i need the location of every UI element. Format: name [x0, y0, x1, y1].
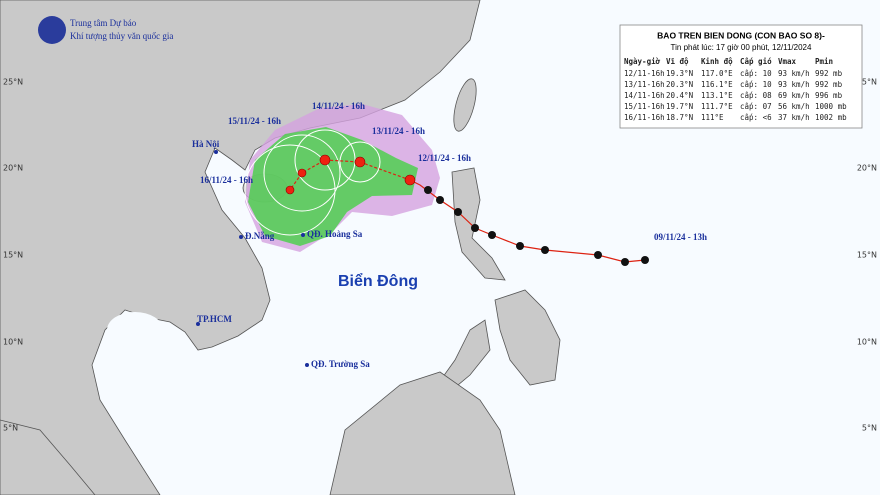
table-cell: 116.1°E [701, 80, 733, 89]
place-label: QĐ. Trường Sa [311, 359, 370, 369]
table-cell: 12/11-16h [624, 69, 665, 78]
logo-icon [38, 16, 66, 44]
table-cell: 69 km/h [778, 91, 810, 100]
track-label: 09/11/24 - 13h [654, 232, 707, 242]
table-header: Ngày-giờ [624, 57, 661, 66]
lat-label: 5°N [3, 424, 18, 433]
lat-label: 5°N [862, 424, 877, 433]
table-cell: 117.0°E [701, 69, 733, 78]
place-label: TP.HCM [197, 314, 232, 324]
place-label: QĐ. Hoàng Sa [307, 229, 363, 239]
table-cell: cấp: 10 [740, 69, 772, 78]
sea-label: Biển Đông [338, 272, 418, 290]
table-cell: 996 mb [815, 91, 843, 100]
table-cell: 1000 mb [815, 102, 847, 111]
table-cell: 14/11-16h [624, 91, 665, 100]
table-cell: 16/11-16h [624, 113, 665, 122]
place-dots [196, 150, 309, 367]
info-subtitle: Tin phát lúc: 17 giờ 00 phút, 12/11/2024 [671, 43, 812, 52]
table-cell: 20.4°N [666, 91, 693, 100]
lat-label: 25°N [857, 78, 877, 87]
table-header: Cấp gió [740, 57, 772, 66]
table-cell: 1002 mb [815, 113, 847, 122]
track-label: 16/11/24 - 16h [200, 175, 253, 185]
place-label: Đ.Nẵng [245, 231, 275, 241]
danger-zone [248, 127, 418, 246]
table-cell: 113.1°E [701, 91, 733, 100]
table-header: Vĩ độ [666, 57, 689, 66]
place-label: Hà Nội [192, 139, 220, 149]
table-cell: 111.7°E [701, 102, 733, 111]
logo-text: Trung tâm Dự báo [70, 18, 137, 28]
uncertainty-circles [244, 129, 381, 236]
table-cell: 13/11-16h [624, 80, 665, 89]
forecast-positions [285, 154, 416, 195]
info-background [619, 24, 863, 129]
forecast-track [289, 159, 411, 191]
past-positions [424, 186, 649, 266]
logo-text: Khí tượng thủy văn quốc gia [70, 31, 173, 41]
table-cell: 15/11-16h [624, 102, 665, 111]
lat-label: 10°N [3, 338, 23, 347]
gulf-of-thailand [107, 312, 163, 348]
table-header: Vmax [778, 57, 797, 66]
lat-label: 15°N [857, 251, 877, 260]
lat-label: 15°N [3, 251, 23, 260]
table-cell: 19.3°N [666, 69, 693, 78]
table-cell: 56 km/h [778, 102, 810, 111]
table-cell: 18.7°N [666, 113, 693, 122]
table-cell: 93 km/h [778, 69, 810, 78]
table-cell: cấp: 07 [740, 102, 772, 111]
table-header: Kinh độ [701, 57, 733, 66]
track-label: 15/11/24 - 16h [228, 116, 281, 126]
table-cell: 93 km/h [778, 80, 810, 89]
info-box: BAO TREN BIEN DONG (CON BAO SO 8)- Tin p… [619, 24, 863, 129]
lat-label: 20°N [857, 164, 877, 173]
table-cell: 37 km/h [778, 113, 810, 122]
track-label: 13/11/24 - 16h [372, 126, 425, 136]
table-cell: cấp: 08 [740, 91, 772, 100]
lat-label: 10°N [857, 338, 877, 347]
table-cell: 19.7°N [666, 102, 693, 111]
table-header: Pmin [815, 57, 833, 66]
table-cell: 20.3°N [666, 80, 693, 89]
info-title: BAO TREN BIEN DONG (CON BAO SO 8)- [657, 30, 825, 40]
track-label: 12/11/24 - 16h [418, 153, 471, 163]
table-cell: 992 mb [815, 80, 843, 89]
table-cell: cấp: 10 [740, 80, 772, 89]
table-cell: 111°E [701, 113, 724, 122]
lat-label: 20°N [3, 164, 23, 173]
track-label: 14/11/24 - 16h [312, 101, 365, 111]
table-cell: 992 mb [815, 69, 843, 78]
table-cell: cấp: <6 [740, 113, 772, 122]
lat-label: 25°N [3, 78, 23, 87]
